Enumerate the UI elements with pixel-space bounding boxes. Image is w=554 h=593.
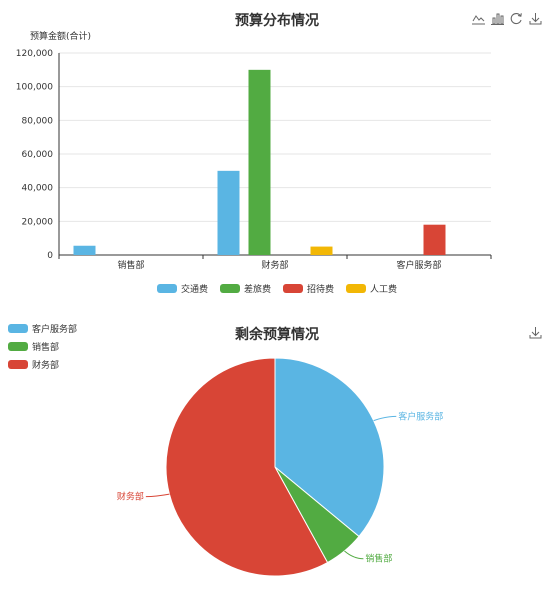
bar-chart-plot: 预算金额(合计) 0 20,000 40,000 60,000 80,000 100,000… [16, 30, 492, 271]
y-axis-label: 预算金额(合计) [30, 30, 91, 42]
bar-差旅费-财务部[interactable] [248, 69, 271, 255]
bar-人工费-财务部[interactable] [310, 246, 333, 255]
legend-label: 交通费 [180, 285, 208, 295]
legend-swatch [8, 360, 28, 369]
x-tick-label: 销售部 [117, 259, 144, 271]
download-icon[interactable] [529, 12, 542, 25]
y-tick-label: 120,000 [16, 49, 53, 59]
legend-label: 客户服务部 [32, 325, 78, 335]
bar-交通费-销售部[interactable] [73, 245, 96, 255]
legend-label: 招待费 [307, 285, 335, 295]
legend-item[interactable]: 差旅费 [219, 282, 271, 295]
y-tick-label: 0 [47, 251, 53, 261]
bar-交通费-财务部[interactable] [217, 170, 240, 255]
legend-item[interactable]: 客户服务部 [8, 322, 77, 335]
legend-item[interactable]: 人工费 [346, 282, 397, 295]
pie-label-line [373, 415, 397, 422]
legend-swatch [156, 284, 177, 293]
legend-swatch [8, 324, 28, 333]
pie-label: 客户服务部 [398, 410, 443, 422]
bar-chart-legend: 交通费 差旅费 招待费 人工费 [0, 282, 554, 295]
pie-label: 销售部 [365, 553, 392, 565]
bar-招待费-客户服务部[interactable] [423, 224, 446, 255]
legend-item[interactable]: 财务部 [8, 358, 77, 371]
pie-chart-title: 剩余预算情况 [235, 327, 319, 343]
bar-chart-title: 预算分布情况 [235, 13, 319, 29]
legend-swatch [8, 342, 28, 351]
legend-label: 销售部 [32, 343, 60, 353]
y-tick-label: 80,000 [22, 116, 54, 126]
pie-label-line [344, 550, 364, 560]
x-tick-label: 客户服务部 [396, 259, 441, 271]
legend-swatch [283, 284, 303, 293]
x-tick-label: 财务部 [261, 259, 288, 271]
y-tick-label: 60,000 [22, 150, 54, 160]
legend-swatch [346, 284, 367, 293]
y-tick-label: 20,000 [22, 217, 54, 227]
pie-label: 财务部 [117, 491, 144, 503]
legend-label: 差旅费 [243, 285, 271, 295]
legend-label: 财务部 [32, 361, 60, 371]
y-tick-label: 100,000 [16, 83, 53, 93]
pie-slice-客户服务部[interactable] [274, 357, 385, 538]
download-icon[interactable] [529, 326, 542, 339]
line-chart-icon[interactable] [472, 12, 485, 25]
legend-item[interactable]: 销售部 [8, 340, 77, 353]
pie-chart-panel: 剩余预算情况 客户服务部 销售部 财务部 客户服务部 销售部 财务部 [0, 310, 554, 593]
legend-swatch [219, 284, 240, 293]
pie-label-line [145, 493, 170, 498]
bar-chart-icon[interactable] [491, 12, 504, 25]
bar-chart-panel: 预算分布情况 预算金额(合计) 0 20,000 40,000 60,000 80,000… [0, 12, 554, 295]
legend-label: 人工费 [370, 285, 398, 295]
legend-item[interactable]: 招待费 [283, 282, 334, 295]
refresh-icon[interactable] [510, 12, 523, 25]
legend-item[interactable]: 交通费 [156, 282, 208, 295]
pie-chart-legend: 客户服务部销售部财务部 [8, 322, 77, 376]
y-tick-label: 40,000 [22, 184, 54, 194]
